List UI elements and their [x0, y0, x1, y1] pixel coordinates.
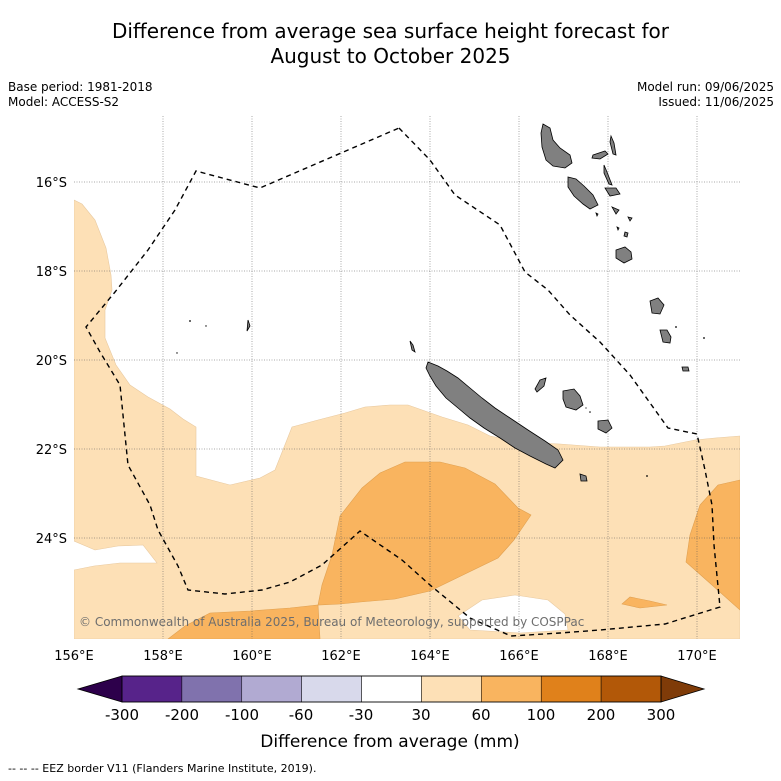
copyright-text: © Commonwealth of Australia 2025, Bureau…: [79, 615, 584, 629]
eez-legend-text: -- -- -- EEZ border V11 (Flanders Marine…: [8, 762, 317, 775]
colorbar-cell: [181, 675, 243, 703]
colorbar-cell: [600, 675, 662, 703]
model-text: Model: ACCESS-S2: [8, 95, 120, 109]
ile-des-pins-island: [579, 473, 588, 482]
aneityum-island: [681, 366, 690, 372]
cbar-tick-m30: -30: [349, 706, 374, 724]
map-area: © Commonwealth of Australia 2025, Bureau…: [74, 116, 740, 639]
cbar-tick-60: 60: [471, 706, 490, 724]
cbar-tick-30: 30: [411, 706, 430, 724]
colorbar-cell: [481, 675, 542, 703]
lon-label-162e: 162°E: [321, 649, 361, 664]
anomaly-region-60-100-a: [317, 461, 532, 606]
meta-right: Model run: 09/06/2025 Issued: 11/06/2025: [637, 80, 774, 110]
malekula-island: [567, 176, 599, 210]
eez-border: [85, 127, 721, 637]
cbar-tick-m60: -60: [289, 706, 314, 724]
ouvea-island: [534, 377, 547, 393]
latitude-labels: 16°S 18°S 20°S 22°S 24°S: [36, 176, 67, 547]
lon-label-168e: 168°E: [588, 649, 628, 664]
shepherd-islet-2: [616, 226, 620, 232]
colorbar-cell: [421, 675, 482, 703]
cbar-tick-300: 300: [647, 706, 676, 724]
anomaly-region-60-100-b: [167, 604, 321, 639]
lon-label-166e: 166°E: [499, 649, 539, 664]
lon-label-164e: 164°E: [410, 649, 450, 664]
colorbar-cell: [361, 675, 422, 703]
lat-label-22s: 22°S: [36, 443, 67, 458]
base-period-text: Base period: 1981-2018: [8, 80, 153, 94]
maewo-island: [609, 134, 617, 156]
colorbar-label: Difference from average (mm): [260, 732, 519, 752]
lifou-island: [562, 388, 584, 411]
chesterfield-islet: [246, 319, 251, 332]
mare-island: [597, 419, 613, 434]
longitude-labels: 156°E 158°E 160°E 162°E 164°E 166°E 168°…: [54, 649, 717, 664]
lon-label-160e: 160°E: [232, 649, 272, 664]
gridlines: [74, 116, 740, 639]
espiritu-santo-island: [540, 123, 573, 169]
colorbar-cell: [121, 675, 183, 703]
colorbar-under-triangle: [76, 675, 123, 703]
anomaly-region-60-100-d: [621, 596, 668, 609]
lat-label-16s: 16°S: [36, 176, 67, 191]
erromango-island: [649, 297, 665, 315]
cbar-tick-m100: -100: [225, 706, 259, 724]
model-run-text: Model run: 09/06/2025: [636, 80, 774, 94]
land-masses: [246, 123, 690, 482]
issued-text: Issued: 11/06/2025: [658, 95, 774, 109]
lon-label-156e: 156°E: [54, 649, 94, 664]
cbar-tick-100: 100: [527, 706, 556, 724]
belep-island: [409, 340, 416, 353]
colorbar-ticks: -300 -200 -100 -60 -30 30 60 100 200 300: [105, 706, 675, 724]
lat-label-20s: 20°S: [36, 354, 67, 369]
title-line-1: Difference from average sea surface heig…: [111, 19, 670, 43]
map-title: Difference from average sea surface heig…: [0, 19, 781, 69]
ambrym-island: [604, 187, 621, 197]
cbar-tick-m200: -200: [165, 706, 199, 724]
tanna-island: [659, 329, 672, 344]
meta-left: Base period: 1981-2018 Model: ACCESS-S2: [8, 80, 153, 110]
epi-island: [611, 206, 620, 215]
colorbar-outline: [121, 675, 662, 703]
new-caledonia-island: [425, 361, 564, 469]
anomaly-region-60-100-c: [685, 479, 740, 611]
neutral-patch: [457, 594, 569, 634]
lon-label-170e: 170°E: [677, 649, 717, 664]
vanuatu-islet: [627, 216, 633, 222]
lon-label-158e: 158°E: [143, 649, 183, 664]
lat-label-24s: 24°S: [36, 532, 67, 547]
torres-islet: [595, 212, 599, 218]
efate-island: [615, 246, 633, 264]
title-line-2: August to October 2025: [270, 44, 511, 68]
cbar-tick-200: 200: [587, 706, 616, 724]
colorbar-cell: [241, 675, 302, 703]
colorbar: -300 -200 -100 -60 -30 30 60 100 200 300…: [76, 675, 706, 752]
cbar-tick-m300: -300: [105, 706, 139, 724]
lat-label-18s: 18°S: [36, 265, 67, 280]
colorbar-cell: [540, 675, 602, 703]
colorbar-over-triangle: [660, 675, 706, 703]
small-islets: [176, 320, 705, 477]
anomaly-region-30-60: [74, 199, 740, 639]
colorbar-cell: [301, 675, 362, 703]
ambae-island: [591, 150, 609, 160]
shepherd-islet: [623, 231, 629, 238]
colorbar-cells: [121, 675, 662, 703]
pentecost-island: [603, 164, 613, 186]
